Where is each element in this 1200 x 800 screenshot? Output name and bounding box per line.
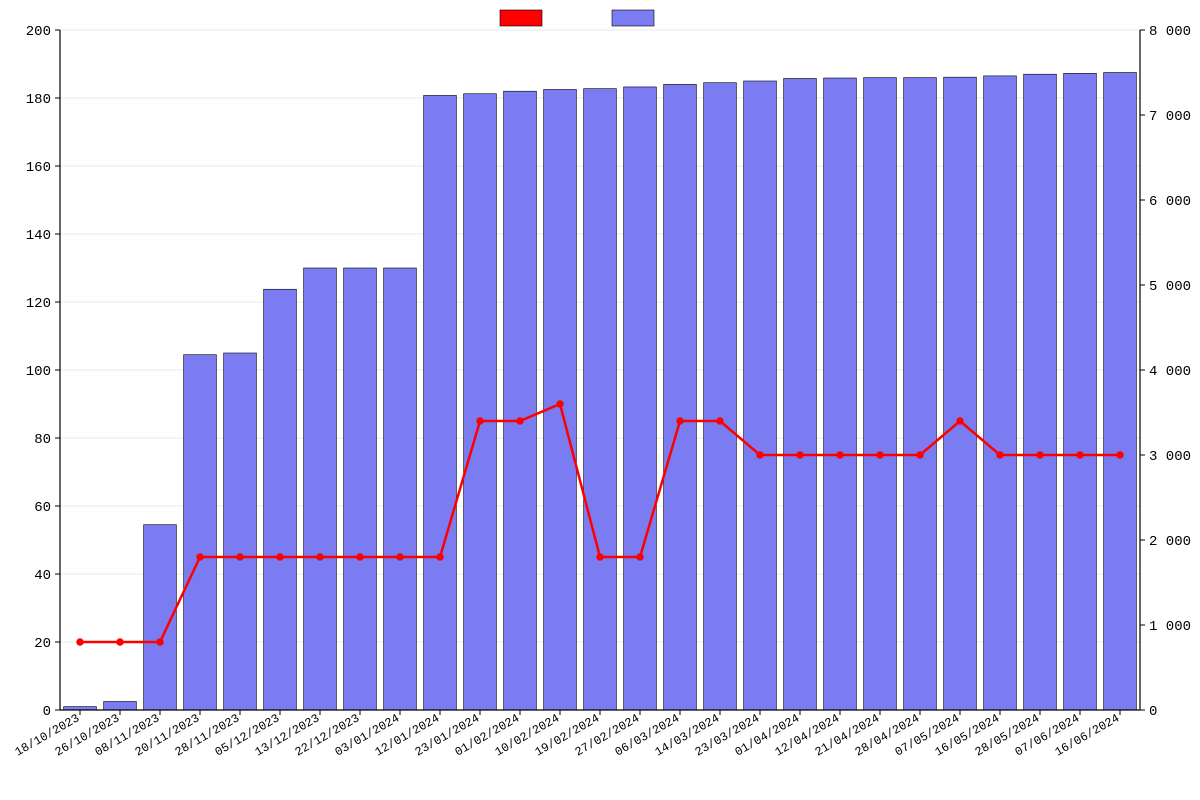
- bar: [544, 90, 577, 711]
- y-left-tick-label: 0: [43, 704, 51, 720]
- y-right-tick-label: 4 000: [1149, 364, 1191, 380]
- line-marker: [757, 452, 763, 458]
- y-right-tick-label: 8 000: [1149, 24, 1191, 40]
- y-left-tick-label: 180: [26, 92, 51, 108]
- bar: [504, 91, 537, 710]
- y-left-tick-label: 40: [34, 568, 51, 584]
- line-marker: [277, 554, 283, 560]
- y-right-tick-label: 5 000: [1149, 279, 1191, 295]
- line-marker: [237, 554, 243, 560]
- bar: [344, 268, 377, 710]
- y-right-tick-label: 2 000: [1149, 534, 1191, 550]
- bar: [1024, 74, 1057, 710]
- line-marker: [597, 554, 603, 560]
- y-left-tick-label: 80: [34, 432, 51, 448]
- y-left-tick-label: 140: [26, 228, 51, 244]
- bar: [184, 355, 217, 710]
- bar: [1064, 73, 1097, 710]
- y-left-tick-label: 200: [26, 24, 51, 40]
- chart-container: 0 20 40 60 80 100 120 140 160 180 200 0 1 000 2 000 3 …: [0, 0, 1200, 800]
- y-right-tick-label: 6 000: [1149, 194, 1191, 210]
- bar: [704, 83, 737, 710]
- bar: [624, 87, 657, 710]
- line-marker: [677, 418, 683, 424]
- bar: [664, 84, 697, 710]
- line-marker: [317, 554, 323, 560]
- line-marker: [917, 452, 923, 458]
- line-marker: [117, 639, 123, 645]
- y-right-tick-label: 3 000: [1149, 449, 1191, 465]
- line-marker: [717, 418, 723, 424]
- line-marker: [197, 554, 203, 560]
- bar: [424, 95, 457, 710]
- line-marker: [517, 418, 523, 424]
- combo-chart: 0 20 40 60 80 100 120 140 160 180 200 0 1 000 2 000 3 …: [0, 0, 1200, 800]
- line-marker: [357, 554, 363, 560]
- line-marker: [1037, 452, 1043, 458]
- line-marker: [437, 554, 443, 560]
- line-marker: [957, 418, 963, 424]
- line-marker: [557, 401, 563, 407]
- line-marker: [397, 554, 403, 560]
- bar: [744, 81, 777, 710]
- y-right-tick-label: 0: [1149, 704, 1157, 720]
- y-left-tick-label: 100: [26, 364, 51, 380]
- line-marker: [797, 452, 803, 458]
- y-left-tick-label: 20: [34, 636, 51, 652]
- y-left-tick-label: 160: [26, 160, 51, 176]
- line-marker: [837, 452, 843, 458]
- line-marker: [1117, 452, 1123, 458]
- y-right-tick-label: 7 000: [1149, 109, 1191, 125]
- bar: [464, 94, 497, 710]
- bar: [584, 89, 617, 710]
- bar: [104, 702, 137, 711]
- y-right-tick-label: 1 000: [1149, 619, 1191, 635]
- bar: [304, 268, 337, 710]
- bar: [224, 353, 257, 710]
- bar: [264, 289, 297, 710]
- bar: [864, 78, 897, 710]
- bar: [944, 77, 977, 710]
- y-left-tick-label: 120: [26, 296, 51, 312]
- line-marker: [877, 452, 883, 458]
- bar: [984, 76, 1017, 710]
- legend-line-swatch: [500, 10, 542, 26]
- bar: [1104, 73, 1137, 711]
- bar: [384, 268, 417, 710]
- line-marker: [997, 452, 1003, 458]
- line-marker: [637, 554, 643, 560]
- line-marker: [477, 418, 483, 424]
- line-marker: [157, 639, 163, 645]
- bar: [904, 78, 937, 710]
- bar: [784, 78, 817, 710]
- y-left-tick-label: 60: [34, 500, 51, 516]
- line-marker: [77, 639, 83, 645]
- bar: [824, 78, 857, 710]
- line-marker: [1077, 452, 1083, 458]
- legend-bar-swatch: [612, 10, 654, 26]
